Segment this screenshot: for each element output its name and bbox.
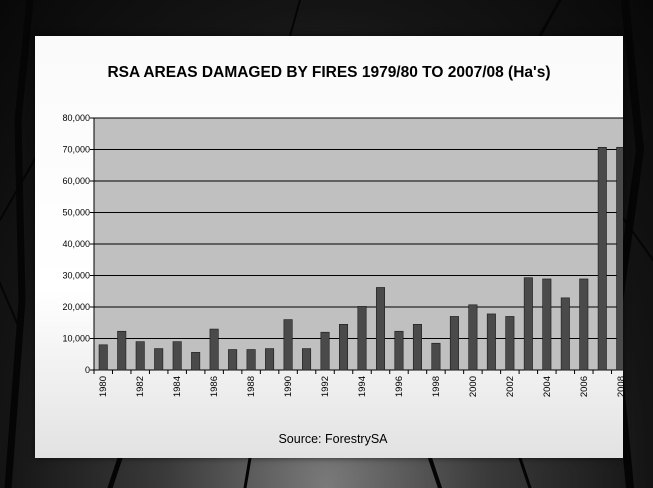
x-tick-label-2008: 2008: [616, 376, 623, 397]
x-tick-label-1992: 1992: [320, 376, 331, 397]
y-tick-label: 70,000: [62, 145, 90, 155]
y-tick-label: 10,000: [62, 334, 90, 344]
bar-1984: [172, 341, 182, 371]
x-tick-label-1982: 1982: [135, 376, 146, 397]
y-tick-label: 20,000: [62, 302, 90, 312]
bar-2000: [468, 304, 478, 371]
x-tick-label-1994: 1994: [357, 376, 368, 397]
bar-1995: [375, 287, 385, 371]
x-tick-label-1986: 1986: [209, 376, 220, 397]
bar-2003: [523, 277, 533, 371]
y-axis-ticks: 0 10,000 20,000 30,000 40,000 50,000 60,000 70,…: [62, 113, 94, 375]
y-tick-label: 80,000: [62, 113, 90, 123]
x-tick-label-1988: 1988: [246, 376, 257, 397]
bar-1980: [98, 344, 108, 371]
bar-1986: [209, 328, 219, 371]
y-tick-label: 30,000: [62, 271, 90, 281]
x-tick-label-1990: 1990: [283, 376, 294, 397]
y-tick-label: 40,000: [62, 239, 90, 249]
bar-2004: [542, 278, 552, 371]
x-tick-label-2002: 2002: [505, 376, 516, 397]
fire-damage-bar-chart: RSA AREAS DAMAGED BY FIRES 1979/80 TO 20…: [62, 64, 623, 446]
y-tick-label: 0: [85, 365, 90, 375]
bar-1981: [117, 330, 127, 371]
bar-series: [98, 146, 623, 371]
bar-1985: [191, 352, 201, 371]
bar-1999: [449, 316, 459, 371]
bar-1998: [431, 342, 441, 371]
bar-1994: [357, 306, 367, 371]
bar-1996: [394, 330, 404, 371]
y-tick-label: 50,000: [62, 208, 90, 218]
bar-1993: [339, 324, 349, 371]
bar-2006: [579, 278, 589, 371]
chart-title: RSA AREAS DAMAGED BY FIRES 1979/80 TO 20…: [107, 64, 550, 81]
bar-2001: [486, 313, 496, 371]
bar-1988: [246, 349, 256, 371]
bar-2007: [597, 146, 607, 371]
bar-2005: [560, 297, 570, 371]
bar-1987: [228, 349, 238, 371]
x-tick-label-1984: 1984: [172, 376, 183, 397]
x-tick-label-1998: 1998: [431, 376, 442, 397]
bar-1997: [412, 324, 422, 371]
bar-2002: [505, 316, 515, 371]
bar-1989: [265, 348, 275, 371]
y-tick-label: 60,000: [62, 176, 90, 186]
x-tick-label-2000: 2000: [468, 376, 479, 397]
chart-panel: RSA AREAS DAMAGED BY FIRES 1979/80 TO 20…: [35, 36, 623, 458]
bar-1991: [302, 348, 312, 371]
bar-1990: [283, 319, 293, 371]
x-tick-label-1996: 1996: [394, 376, 405, 397]
bar-1983: [154, 348, 164, 371]
bar-1992: [320, 331, 330, 371]
bar-1982: [135, 341, 145, 371]
bar-2008: [616, 146, 623, 371]
x-tick-label-1980: 1980: [98, 376, 109, 397]
x-tick-label-2004: 2004: [542, 376, 553, 397]
x-tick-label-2006: 2006: [579, 376, 590, 397]
source-caption: Source: ForestrySA: [278, 432, 388, 446]
x-axis-ticks: 1980 1982 1984 1986 1988 1990 1992 1994 1996 1998…: [93, 370, 623, 397]
